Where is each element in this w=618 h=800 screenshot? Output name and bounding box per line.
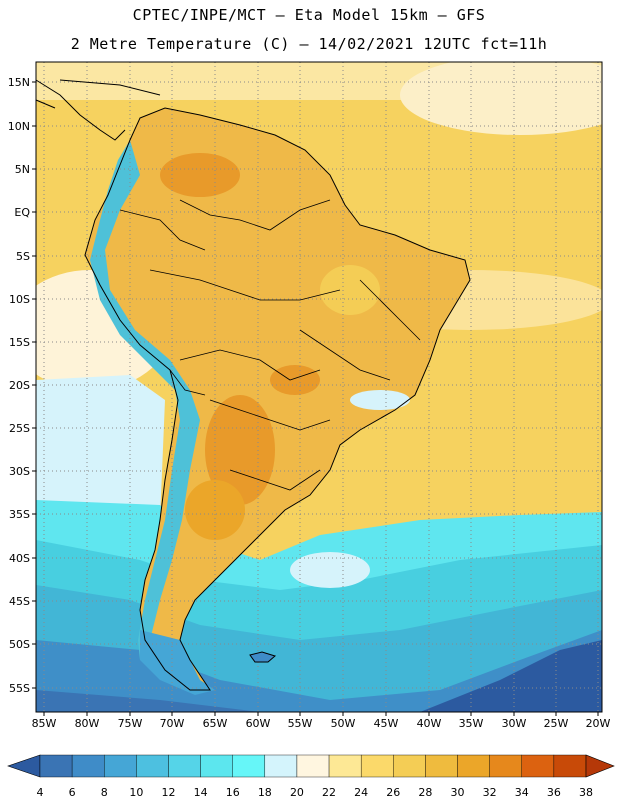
lon-label: 55W [288,717,313,730]
falkland-islands [249,651,277,663]
lat-label: 40S [9,552,30,565]
map-frame [35,61,603,713]
latitude-labels: 15N 10N 5N EQ 5S 10S 15S 20S 25S 30S 35S 40S 45S 50S 5… [8,76,36,695]
colorbar-swatch [136,754,169,778]
lat-label: 30S [9,465,30,478]
patagonia-tip [140,630,215,695]
mato-grosso-hot-patch [270,365,320,395]
lon-label: 25W [544,717,569,730]
colorbar-swatch [264,754,298,778]
lat-label: 5N [15,163,30,176]
temperature-field [36,62,602,712]
colorbar-label: 20 [290,786,304,799]
southern-band-5a [36,690,260,712]
colorbar-swatch [425,754,458,778]
colorbar-label: 26 [386,786,400,799]
colorbar-swatch [168,754,201,778]
serra-do-mar-cool [350,390,410,410]
lat-label: 15N [8,76,30,89]
lat-label: 10N [8,120,30,133]
lon-label: 20W [586,717,611,730]
colorbar-swatch [39,754,73,778]
lon-label: 30W [502,717,527,730]
country-borders [119,199,421,491]
ne-light-patch [400,62,602,135]
longitude-labels: 85W 80W 75W 70W 65W 60W 55W 50W 45W 40W 35W 30W 25W 2… [32,712,611,730]
map-title-line-2: 2 Metre Temperature (C) – 14/02/2021 12U… [70,35,548,53]
lon-label: 35W [459,717,484,730]
graticule [36,62,602,712]
colorbar-label: 4 [37,786,44,799]
colorbar-label: 22 [322,786,336,799]
central-america-coast [35,79,161,141]
colorbar-swatch [521,754,555,778]
venezuela-hot-patch [160,153,240,197]
colorbar-swatch [360,754,394,778]
lat-label: EQ [14,206,30,219]
lat-label: 10S [9,293,30,306]
colorbar-lower-arrow [7,754,41,778]
lat-label: 50S [9,638,30,651]
colorbar-swatch [489,754,522,778]
lat-label: 20S [9,379,30,392]
lon-label: 60W [246,717,271,730]
colorbar-label: 16 [226,786,240,799]
colorbar-swatch [200,754,233,778]
brazil-mid-patch [320,265,380,315]
colorbar-label: 18 [258,786,272,799]
colorbar-swatch [232,754,266,778]
colorbar-label: 8 [101,786,108,799]
lon-label: 50W [331,717,356,730]
colorbar: 4 6 8 10 12 14 16 18 20 22 24 26 28 30 32 34 36 38 [7,754,615,799]
colorbar-upper-arrow [585,754,615,778]
southern-band-4 [36,630,602,712]
lon-label: 70W [160,717,185,730]
colorbar-label: 6 [69,786,76,799]
colorbar-label: 38 [579,786,593,799]
colorbar-label: 28 [418,786,432,799]
pacific-cool-zone [36,375,165,520]
lat-label: 35S [9,508,30,521]
colorbar-label: 30 [451,786,465,799]
lat-label: 15S [9,336,30,349]
lon-label: 45W [374,717,399,730]
lon-label: 75W [118,717,143,730]
colorbar-swatch [71,754,105,778]
lon-label: 80W [75,717,100,730]
colorbar-swatch [553,754,587,778]
lon-label: 65W [203,717,228,730]
lat-label: 55S [9,682,30,695]
lat-label: 45S [9,595,30,608]
colorbar-label: 24 [354,786,368,799]
colorbar-swatch [457,754,490,778]
lon-label: 40W [417,717,442,730]
colorbar-label: 36 [547,786,561,799]
colorbar-label: 14 [194,786,208,799]
lon-label: 85W [32,717,57,730]
map-title-line-1: CPTEC/INPE/MCT – Eta Model 15km – GFS [132,6,486,24]
colorbar-label: 34 [515,786,529,799]
colorbar-label: 32 [483,786,497,799]
colorbar-swatch [328,754,362,778]
south-america-land [85,108,470,690]
colorbar-swatch [104,754,137,778]
colorbar-swatch [393,754,426,778]
colorbar-swatch [296,754,330,778]
colorbar-label: 10 [129,786,143,799]
coastline [84,107,471,691]
patagonia-shelf-cool-patch [290,552,370,588]
colorbar-label: 12 [161,786,175,799]
lat-label: 25S [9,422,30,435]
lat-label: 5S [16,250,30,263]
